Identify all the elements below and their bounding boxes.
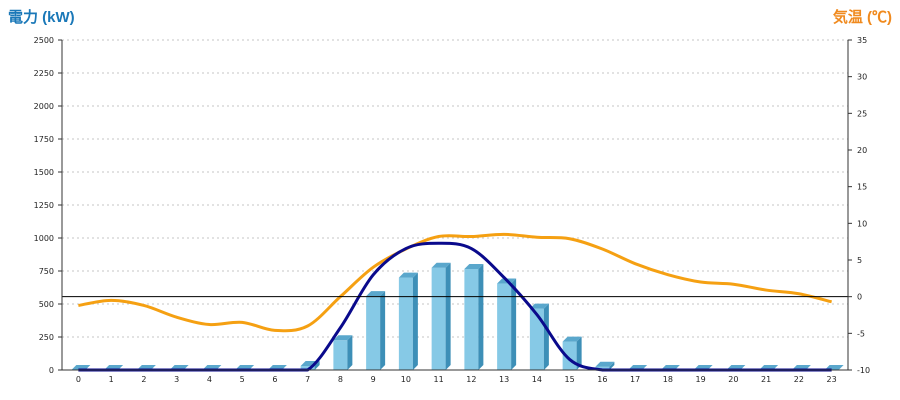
left-tick-label: 2500 [34, 36, 54, 45]
left-tick-label: 2000 [34, 102, 54, 111]
bar-side [544, 304, 549, 370]
x-tick-label: 21 [761, 375, 771, 384]
temperature-line [78, 234, 831, 330]
right-tick-label: 5 [857, 256, 862, 265]
bar [530, 304, 549, 370]
x-tick-label: 18 [663, 375, 673, 384]
right-tick-label: 15 [857, 183, 867, 192]
x-tick-label: 0 [76, 375, 81, 384]
bar-side [446, 263, 451, 370]
left-tick-label: 750 [39, 267, 54, 276]
power-line [78, 243, 831, 370]
x-tick-label: 23 [827, 375, 837, 384]
bar [366, 291, 385, 370]
right-tick-label: 0 [857, 293, 862, 302]
right-tick-label: 30 [857, 73, 867, 82]
bar-side [511, 279, 516, 370]
bar-layer [71, 263, 843, 370]
bar-face [399, 278, 413, 370]
x-tick-label: 7 [305, 375, 310, 384]
bar-face [530, 309, 544, 370]
line-layer [78, 234, 831, 370]
x-tick-label: 1 [109, 375, 114, 384]
right-tick-label: 20 [857, 146, 867, 155]
axis-layer: 02505007501000125015001750200022502500-1… [34, 36, 870, 384]
bar-face [432, 268, 446, 370]
x-tick-label: 11 [434, 375, 444, 384]
bar-side [380, 291, 385, 370]
x-tick-label: 4 [207, 375, 212, 384]
x-tick-label: 5 [240, 375, 245, 384]
bar [497, 279, 516, 370]
left-tick-label: 0 [49, 366, 54, 375]
x-tick-label: 6 [272, 375, 277, 384]
left-tick-label: 250 [39, 333, 54, 342]
x-tick-label: 13 [499, 375, 509, 384]
bar [333, 335, 352, 370]
x-tick-label: 2 [141, 375, 146, 384]
left-tick-label: 1250 [34, 201, 54, 210]
left-tick-label: 1500 [34, 168, 54, 177]
x-tick-label: 8 [338, 375, 343, 384]
x-tick-label: 3 [174, 375, 179, 384]
x-tick-label: 17 [630, 375, 640, 384]
left-tick-label: 500 [39, 300, 54, 309]
bar-face [366, 296, 380, 370]
x-tick-label: 14 [532, 375, 542, 384]
right-tick-label: 35 [857, 36, 867, 45]
left-tick-label: 1750 [34, 135, 54, 144]
grid-layer [62, 40, 848, 337]
bar-face [333, 340, 347, 370]
x-tick-label: 19 [696, 375, 706, 384]
left-tick-label: 1000 [34, 234, 54, 243]
bar-face [464, 269, 478, 370]
bar [464, 264, 483, 370]
left-tick-label: 2250 [34, 69, 54, 78]
right-tick-label: -5 [857, 329, 865, 338]
x-tick-label: 9 [371, 375, 376, 384]
bar-side [413, 273, 418, 370]
x-tick-label: 16 [597, 375, 607, 384]
right-tick-label: 25 [857, 109, 867, 118]
x-tick-label: 15 [565, 375, 575, 384]
bar [399, 273, 418, 370]
bar [432, 263, 451, 370]
bar-side [347, 335, 352, 370]
right-tick-label: 10 [857, 219, 867, 228]
x-tick-label: 20 [728, 375, 738, 384]
x-tick-label: 22 [794, 375, 804, 384]
right-tick-label: -10 [857, 366, 870, 375]
x-tick-label: 12 [466, 375, 476, 384]
bar-side [478, 264, 483, 370]
x-tick-label: 10 [401, 375, 411, 384]
